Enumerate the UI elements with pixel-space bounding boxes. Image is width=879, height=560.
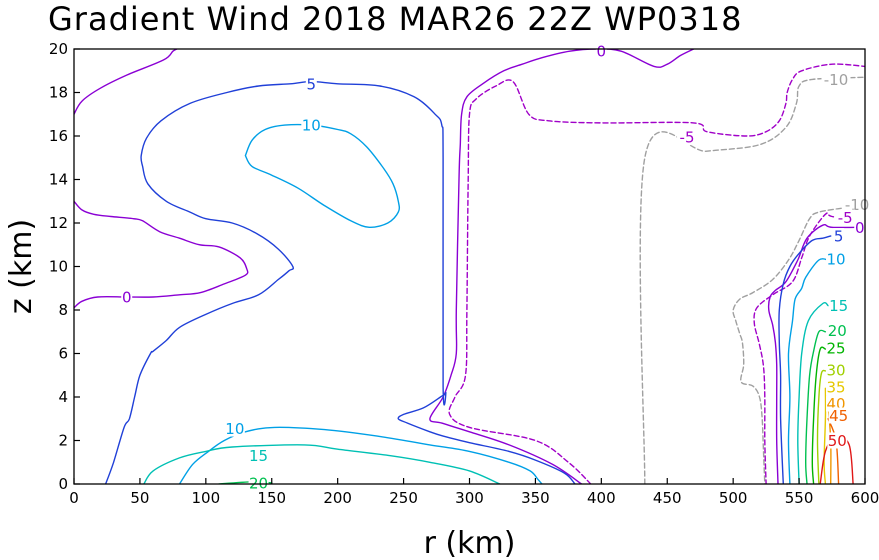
contour-label-bg-20-1 [827,322,848,339]
axis-ticks: 0 50 100 150 200 250 300 350 400 450 500 550 6000246… [49,40,879,507]
contour-label-0-2: 0 [855,219,865,237]
contour-label-bg-neg5-0 [677,129,698,146]
x-axis-label: r (km) [424,526,516,560]
contour-label-bg-30-0 [825,361,846,378]
y-tick-label-16: 16 [49,127,68,145]
x-tick-label-250: 250 [389,489,418,507]
contour-line-neg10-1 [732,204,865,484]
contour-label-bg-15-0 [248,447,269,464]
contour-line-neg10-0 [639,76,865,484]
x-tick-label-0: 0 [69,489,79,507]
y-tick-label-4: 4 [58,388,68,406]
contour-label-10-0: 10 [302,117,321,135]
contour-label-bg-neg10-0 [821,71,851,88]
x-tick-label-150: 150 [257,489,286,507]
contour-label-bg-0-2 [854,219,866,236]
contour-line-10-2 [787,258,829,484]
contour-line-15-0 [143,444,501,484]
contour-label-0-1: 0 [597,43,607,61]
y-tick-label-0: 0 [58,475,68,493]
contour-line-35-0 [823,387,827,484]
contour-label-bg-50-0 [827,432,848,449]
contour-label-10-1: 10 [225,420,244,438]
x-tick-label-100: 100 [192,489,221,507]
contour-label-bg-35-0 [825,379,846,396]
y-tick-label-12: 12 [49,214,68,232]
contour-line-neg5-0 [448,63,865,484]
y-tick-label-20: 20 [49,40,68,58]
contour-label-neg5-0: -5 [680,129,695,147]
contour-line-0-2 [429,49,695,484]
contour-label-bg-0-1 [595,43,607,60]
x-tick-label-500: 500 [719,489,748,507]
contour-line-0-0 [74,49,178,115]
y-tick-label-10: 10 [49,258,68,276]
x-tick-label-350: 350 [521,489,550,507]
contour-label-45-0: 45 [829,407,848,425]
contour-label-bg-neg10-1 [842,196,872,213]
contour-label-30-0: 30 [826,361,845,379]
contour-line-30-0 [816,369,827,484]
contour-label-bg-10-2 [825,250,846,267]
contour-label-5-0: 5 [307,75,317,93]
contour-label-10-2: 10 [826,250,845,268]
contour-label-bg-15-1 [828,297,849,314]
contour-label-neg10-0: -10 [824,71,849,89]
contour-line-0-1 [74,200,249,309]
contour-lines [74,49,865,484]
contour-line-neg5-1 [753,212,865,484]
y-tick-label-6: 6 [58,345,68,363]
contour-line-25-0 [811,346,827,484]
contour-label-0-0: 0 [122,288,132,306]
contour-labels: -10-10-5-5000551010101515202025303540455… [121,43,872,492]
contour-label-15-1: 15 [829,297,848,315]
contour-label-neg5-1: -5 [838,209,853,227]
contour-label-15-0: 15 [249,447,268,465]
y-tick-label-18: 18 [49,84,68,102]
x-tick-label-600: 600 [851,489,879,507]
contour-label-bg-0-0 [121,288,133,305]
contour-line-10-0 [244,123,401,229]
contour-label-20-1: 20 [828,322,847,340]
contour-label-bg-5-0 [305,75,317,92]
contour-label-25-0: 25 [826,340,845,358]
contour-label-bg-5-1 [833,228,845,245]
y-axis-label: z (km) [4,219,39,314]
contour-line-20-1 [805,329,827,484]
y-tick-label-14: 14 [49,171,68,189]
x-tick-label-300: 300 [455,489,484,507]
contour-label-bg-45-0 [828,407,849,424]
y-tick-label-2: 2 [58,432,68,450]
x-tick-label-200: 200 [323,489,352,507]
x-tick-label-50: 50 [130,489,149,507]
contour-line-5-1 [778,235,832,484]
chart-title: Gradient Wind 2018 MAR26 22Z WP0318 [48,0,742,38]
contour-line-15-1 [797,301,829,484]
x-tick-label-400: 400 [587,489,616,507]
contour-label-50-0: 50 [828,432,847,450]
x-tick-label-450: 450 [653,489,682,507]
contour-label-neg10-1: -10 [845,196,870,214]
contour-label-bg-10-0 [301,117,322,134]
contour-label-35-0: 35 [826,379,845,397]
contour-label-bg-neg5-1 [835,209,856,226]
x-tick-label-550: 550 [785,489,814,507]
contour-line-0-3 [767,224,865,484]
contour-label-bg-20-0 [248,474,269,491]
y-tick-label-8: 8 [58,301,68,319]
contour-label-bg-25-0 [825,340,846,357]
contour-label-5-1: 5 [834,228,844,246]
contour-line-5-0 [104,80,576,484]
contour-label-bg-10-1 [224,420,245,437]
